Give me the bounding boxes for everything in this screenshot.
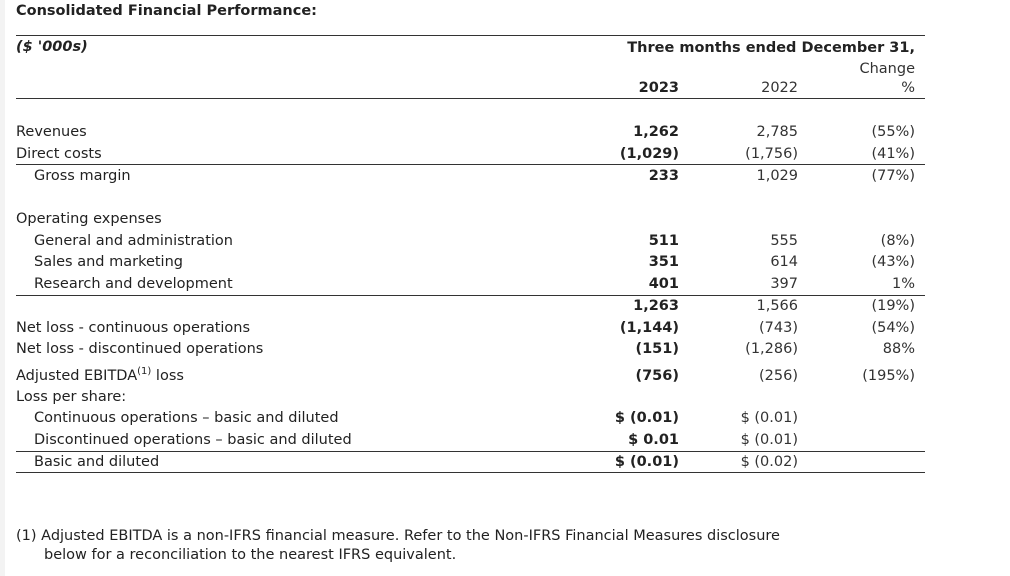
change-percent: (41%)	[871, 146, 915, 162]
value-2022: 614	[770, 254, 798, 270]
row-label-text: Adjusted EBITDA	[16, 368, 138, 384]
value-2022: 555	[770, 233, 798, 249]
change-percent: (43%)	[871, 254, 915, 270]
value-2023: (151)	[635, 341, 679, 357]
value-2022: (743)	[759, 320, 798, 336]
change-percent: (19%)	[871, 298, 915, 314]
row-label-text: Discontinued operations – basic and dilu…	[34, 432, 352, 448]
row-label: Adjusted EBITDA(1) loss	[16, 367, 184, 385]
divider	[16, 98, 925, 99]
change-percent: (8%)	[880, 233, 915, 249]
divider	[16, 35, 925, 36]
value-2022: $ (0.01)	[740, 410, 798, 426]
value-2022: $ (0.01)	[740, 432, 798, 448]
change-header: Change	[859, 61, 915, 77]
value-2022: 1,029	[756, 168, 798, 184]
row-label: Net loss - discontinued operations	[16, 340, 263, 358]
footnote-line-1: (1) Adjusted EBITDA is a non-IFRS financ…	[16, 528, 780, 544]
col-2023-header: 2023	[638, 80, 679, 96]
change-percent: (55%)	[871, 124, 915, 140]
row-label-text: Sales and marketing	[34, 254, 183, 270]
value-2023: 1,263	[633, 298, 679, 314]
row-label-suffix: loss	[151, 368, 184, 384]
change-percent: 88%	[882, 341, 915, 357]
value-2023: 233	[648, 168, 679, 184]
row-label: Discontinued operations – basic and dilu…	[34, 431, 352, 449]
row-label: General and administration	[34, 232, 233, 250]
value-2022: 2,785	[756, 124, 798, 140]
divider	[16, 164, 925, 165]
value-2023: $ (0.01)	[614, 454, 679, 470]
col-2022-header: 2022	[761, 80, 798, 96]
row-label: Research and development	[34, 275, 233, 293]
value-2022: 1,566	[756, 298, 798, 314]
value-2022: (1,286)	[745, 341, 798, 357]
footnote-line-2: below for a reconciliation to the neares…	[44, 547, 457, 563]
row-label: Revenues	[16, 123, 87, 141]
row-label: Direct costs	[16, 145, 102, 163]
change-percent: (54%)	[871, 320, 915, 336]
row-label-text: Direct costs	[16, 146, 102, 162]
value-2023: (1,144)	[619, 320, 679, 336]
row-label: Net loss - continuous operations	[16, 319, 250, 337]
row-label-text: Continuous operations – basic and dilute…	[34, 410, 339, 426]
value-2022: 397	[770, 276, 798, 292]
value-2023: 351	[648, 254, 679, 270]
row-label-text: Loss per share:	[16, 389, 127, 405]
row-label: Operating expenses	[16, 210, 162, 228]
value-2023: 511	[648, 233, 679, 249]
row-label-text: Basic and diluted	[34, 454, 160, 470]
row-label-text: Gross margin	[34, 168, 131, 184]
row-label: Gross margin	[34, 167, 131, 185]
row-label-text: Research and development	[34, 276, 233, 292]
change-percent: (195%)	[862, 368, 915, 384]
row-label-text: General and administration	[34, 233, 233, 249]
row-label-text: Net loss - continuous operations	[16, 320, 251, 336]
value-2023: (756)	[635, 368, 679, 384]
row-label: Continuous operations – basic and dilute…	[34, 409, 339, 427]
value-2023: $ (0.01)	[614, 410, 679, 426]
row-label-text: Operating expenses	[16, 211, 162, 227]
value-2022: (256)	[759, 368, 798, 384]
divider	[16, 451, 925, 452]
row-label-text: Net loss - discontinued operations	[16, 341, 264, 357]
value-2022: (1,756)	[745, 146, 798, 162]
change-header-unit: %	[901, 80, 915, 96]
value-2023: 1,262	[633, 124, 679, 140]
divider	[16, 295, 925, 296]
change-percent: 1%	[891, 276, 915, 292]
row-label: Loss per share:	[16, 388, 126, 406]
row-label-text: Revenues	[16, 124, 87, 140]
page-title: Consolidated Financial Performance:	[16, 3, 317, 19]
row-label: Sales and marketing	[34, 253, 183, 271]
footnote: (1) Adjusted EBITDA is a non-IFRS financ…	[16, 527, 780, 565]
value-2022: $ (0.02)	[740, 454, 798, 470]
value-2023: (1,029)	[619, 146, 679, 162]
left-border	[0, 0, 5, 576]
value-2023: $ 0.01	[628, 432, 679, 448]
value-2023: 401	[648, 276, 679, 292]
row-label: Basic and diluted	[34, 453, 159, 471]
change-percent: (77%)	[871, 168, 915, 184]
period-header: Three months ended December 31,	[627, 40, 915, 56]
divider	[16, 472, 925, 473]
units-label: ($ '000s)	[16, 39, 88, 55]
footnote-ref: (1)	[137, 366, 152, 378]
